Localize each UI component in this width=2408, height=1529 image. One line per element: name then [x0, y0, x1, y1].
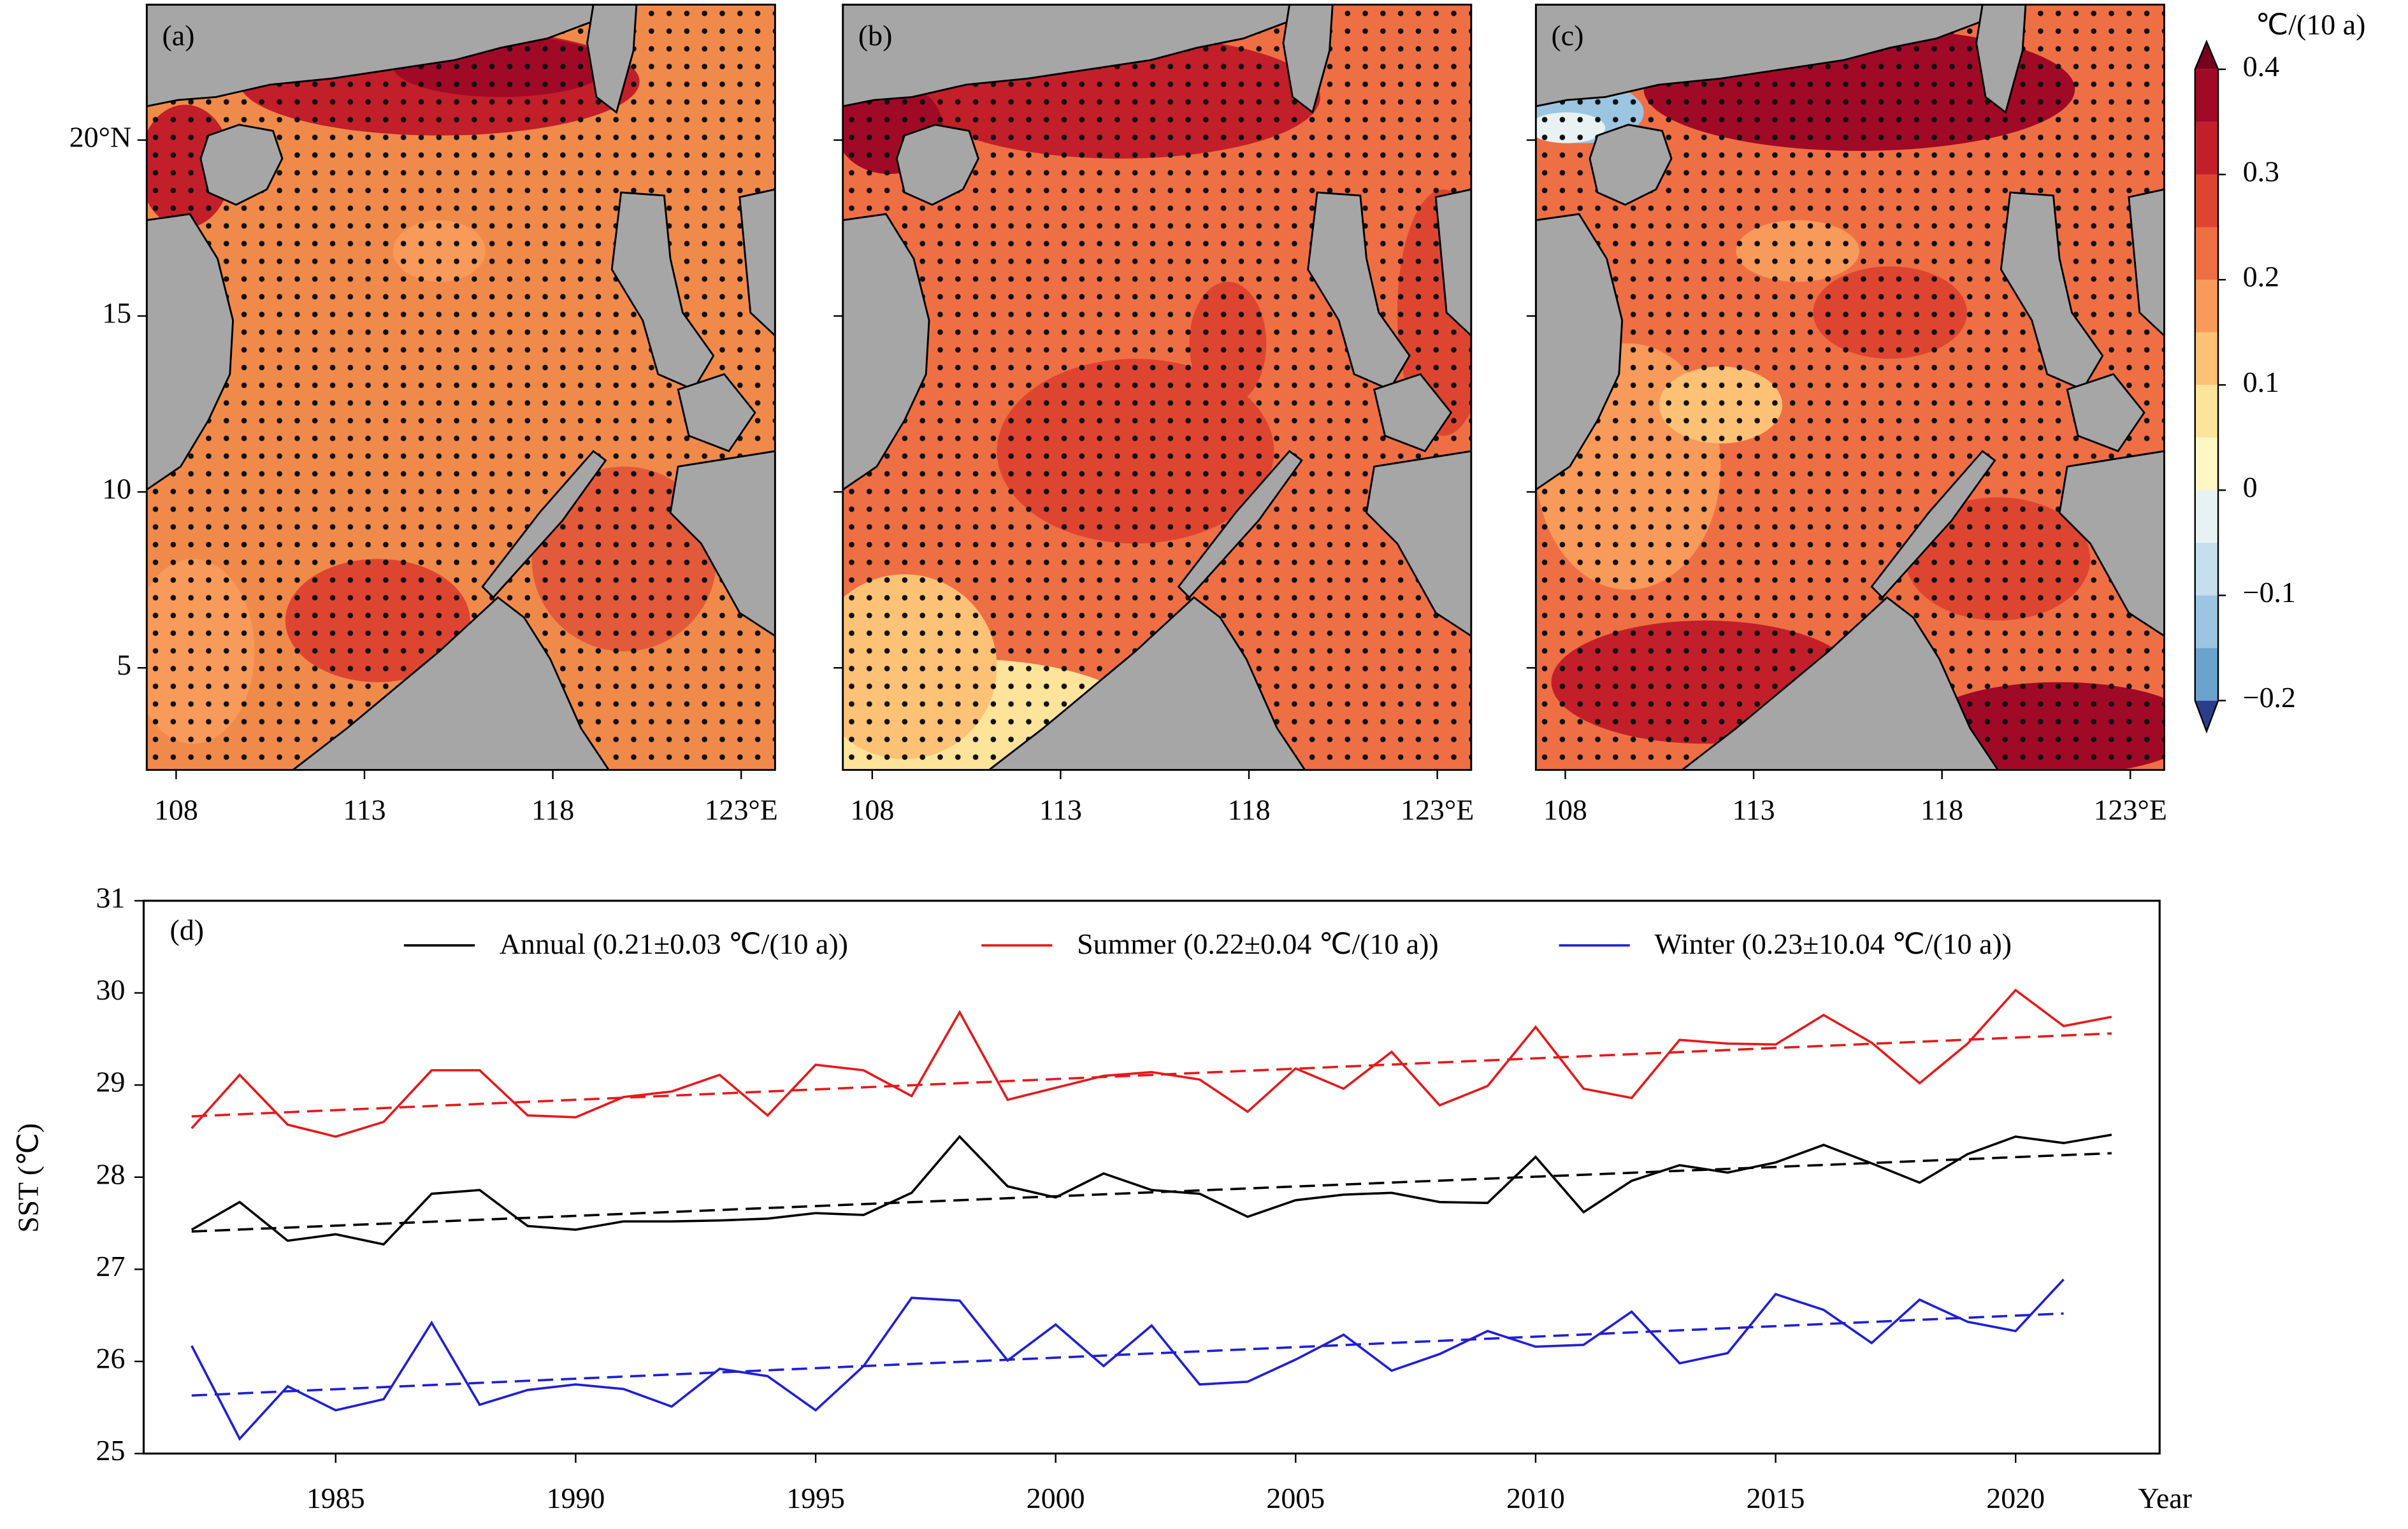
colorbar-extend: [2195, 700, 2219, 732]
y-tick-label: 10: [102, 473, 131, 505]
colorbar-tick-label: 0: [2243, 471, 2258, 503]
y-tick-label: 15: [102, 297, 131, 329]
x-tick-label: 118: [531, 794, 574, 826]
x-tick-label: 113: [343, 794, 386, 826]
colorbar-bin: [2195, 595, 2219, 649]
colorbar-bin: [2195, 648, 2219, 701]
colorbar-tick-label: 0.2: [2243, 261, 2279, 293]
y-axis-label: SST (℃): [12, 1123, 45, 1233]
series-line: [191, 988, 2112, 1138]
colorbar-bin: [2195, 385, 2219, 438]
series-line: [191, 1133, 2112, 1246]
colorbar-tick-label: −0.2: [2243, 681, 2296, 714]
panel-label: (c): [1552, 19, 1584, 52]
colorbar-extend: [2195, 41, 2219, 69]
y-tick-label: 30: [96, 973, 126, 1006]
y-tick-label: 27: [96, 1250, 126, 1282]
colorbar-bin: [2195, 227, 2219, 280]
y-tick-label: 5: [117, 649, 131, 681]
x-axis-label: Year: [2138, 1482, 2192, 1514]
x-tick-label: 108: [1543, 794, 1587, 826]
map-panel: [842, 3, 1473, 771]
y-tick-label: 29: [96, 1066, 126, 1098]
panel-label: (b): [858, 19, 893, 52]
x-tick-label: 1990: [546, 1482, 605, 1514]
x-tick-label: 118: [1921, 794, 1963, 826]
x-tick-label: 108: [154, 794, 198, 826]
trend-line: [191, 1152, 2112, 1233]
colorbar-bin: [2195, 174, 2219, 227]
map-panel: [145, 3, 776, 771]
x-tick-label: 2005: [1266, 1482, 1325, 1514]
y-tick-label: 25: [96, 1434, 126, 1467]
x-tick-label: 113: [1039, 794, 1082, 826]
panel-label: (a): [162, 19, 194, 52]
colorbar-tick-label: 0.4: [2243, 50, 2279, 82]
x-tick-label: 1995: [786, 1482, 845, 1514]
x-tick-label: 1985: [306, 1482, 365, 1514]
series-line: [191, 1279, 2065, 1441]
y-tick-label: 31: [96, 881, 126, 914]
colorbar-bin: [2195, 280, 2219, 333]
trend-line: [191, 1032, 2112, 1118]
colorbar-bin: [2195, 69, 2219, 122]
colorbar-tick-label: 0.3: [2243, 155, 2279, 187]
map-panel: [1534, 3, 2165, 771]
legend-label: Summer (0.22±0.04 ℃/(10 a)): [1077, 928, 1439, 960]
trend-line: [191, 1312, 2064, 1397]
colorbar-label: ℃/(10 a): [2256, 8, 2366, 41]
colorbar-tick-label: 0.1: [2243, 366, 2279, 398]
x-tick-label: 123°E: [1401, 794, 1474, 826]
x-tick-label: 2000: [1027, 1482, 1085, 1514]
y-tick-label: 20°N: [69, 120, 131, 153]
legend-label: Annual (0.21±0.03 ℃/(10 a)): [500, 928, 848, 960]
y-tick-label: 28: [96, 1158, 126, 1190]
colorbar-tick-label: −0.1: [2243, 576, 2296, 608]
x-tick-label: 113: [1732, 794, 1775, 826]
panel-label: (d): [170, 914, 205, 946]
y-tick-label: 26: [96, 1342, 126, 1374]
colorbar-bin: [2195, 122, 2219, 175]
x-tick-label: 108: [850, 794, 894, 826]
colorbar-bin: [2195, 437, 2219, 491]
colorbar-bin: [2195, 490, 2219, 543]
legend-label: Winter (0.23±10.04 ℃/(10 a)): [1654, 928, 2012, 960]
x-tick-label: 118: [1227, 794, 1270, 826]
x-tick-label: 2010: [1506, 1482, 1565, 1514]
x-tick-label: 2020: [1986, 1482, 2045, 1514]
x-tick-label: 123°E: [2094, 794, 2167, 826]
plot-frame: [142, 900, 2161, 1455]
x-tick-label: 123°E: [705, 794, 778, 826]
colorbar-bin: [2195, 332, 2219, 385]
x-tick-label: 2015: [1747, 1482, 1805, 1514]
colorbar-bin: [2195, 542, 2219, 596]
